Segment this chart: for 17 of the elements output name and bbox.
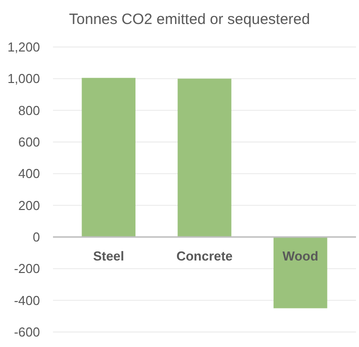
x-tick-label: Steel <box>93 248 124 264</box>
bar <box>82 78 136 237</box>
x-tick-label: Wood <box>282 248 318 264</box>
bar <box>274 237 328 308</box>
y-tick-label: 200 <box>18 198 40 213</box>
x-tick-label: Concrete <box>176 248 233 264</box>
y-tick-label: -200 <box>14 261 40 276</box>
y-tick-label: -600 <box>14 324 40 340</box>
y-tick-label: 1,200 <box>7 40 40 55</box>
y-tick-label: 600 <box>18 134 40 150</box>
y-tick-label: 0 <box>32 230 40 245</box>
y-tick-label: 800 <box>18 102 40 118</box>
y-tick-label: 1,000 <box>7 71 40 86</box>
bar <box>178 78 232 237</box>
y-tick-label: 400 <box>18 166 40 182</box>
chart-title: Tonnes CO2 emitted or sequestered <box>69 11 310 28</box>
y-tick-label: -400 <box>14 292 40 308</box>
